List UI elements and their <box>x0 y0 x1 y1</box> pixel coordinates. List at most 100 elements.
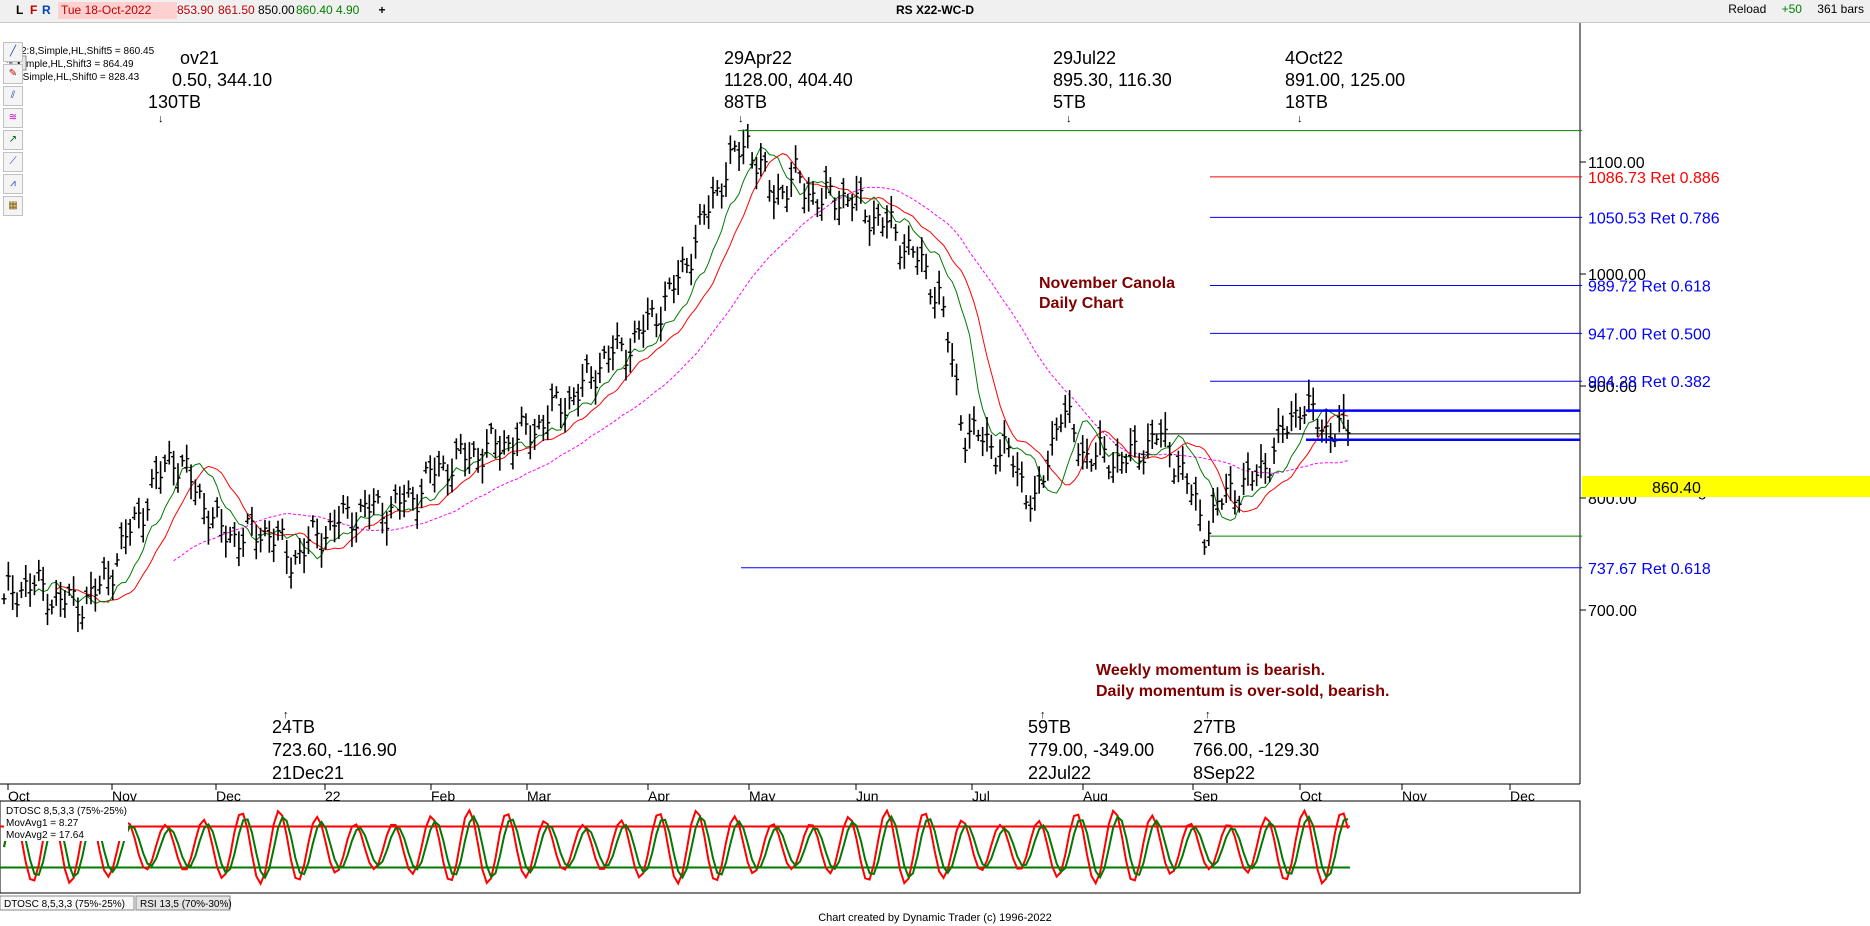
price-bar <box>366 494 372 530</box>
price-bar <box>166 440 172 465</box>
price-bar <box>284 540 290 575</box>
swing-label-5-date: 21Dec21 <box>272 763 344 783</box>
price-bar <box>179 454 185 467</box>
price-bar <box>945 332 951 353</box>
price-bar <box>1254 464 1260 487</box>
price-bar <box>1010 455 1016 478</box>
price-bar <box>553 386 559 399</box>
reload-button[interactable]: Reload <box>1728 2 1767 16</box>
price-bar <box>192 479 198 506</box>
fan-tool-icon[interactable]: ⩘ <box>3 174 23 194</box>
price-bar <box>1114 438 1120 473</box>
tool-button-l[interactable]: L <box>16 3 24 17</box>
price-bar <box>940 296 946 318</box>
price-bar <box>536 414 542 430</box>
price-bar <box>758 143 764 177</box>
price-bar <box>1019 461 1025 493</box>
price-bar <box>458 433 464 455</box>
price-bar <box>1271 437 1277 465</box>
price-bar <box>258 527 264 553</box>
price-bar <box>880 217 886 237</box>
pencil-tool-icon[interactable]: ✎ <box>3 64 23 84</box>
price-bar <box>1197 499 1203 532</box>
projection-tool-icon[interactable]: ⫽ <box>3 86 23 106</box>
price-bar <box>79 605 85 630</box>
price-bar <box>288 557 294 589</box>
price-bar <box>384 511 390 546</box>
retracement-tool-icon[interactable]: ⟋ <box>3 152 23 172</box>
price-bar <box>271 528 277 563</box>
ma1-legend: MA2:8,Simple,HL,Shift5 = 860.45 <box>6 46 155 57</box>
price-bar <box>588 366 594 389</box>
price-bar <box>1 593 7 605</box>
x-tick-label: Feb <box>431 788 455 804</box>
price-bar <box>636 320 642 340</box>
add-icon[interactable]: + <box>378 3 386 17</box>
tool-button-r[interactable]: R <box>42 3 51 17</box>
price-bar <box>701 204 707 225</box>
price-bar <box>871 200 877 235</box>
structure-lines <box>738 130 1582 537</box>
price-bar <box>5 561 11 591</box>
price-bar <box>266 520 272 553</box>
price-bar <box>397 486 403 520</box>
price-bar <box>640 314 646 348</box>
ma-8-line <box>55 153 1349 603</box>
x-tick-label: 22 <box>325 788 341 804</box>
swing-arrow-down-icon: ↓ <box>1297 113 1303 125</box>
swing-label-3-date: 29Jul22 <box>1053 48 1116 68</box>
ma2-legend: :5,Simple,HL,Shift3 = 864.49 <box>6 59 134 70</box>
price-bar <box>453 438 459 460</box>
price-bar <box>253 524 259 560</box>
price-bar <box>793 145 799 173</box>
price-bar <box>406 480 412 498</box>
price-bar <box>527 425 533 460</box>
price-bar <box>819 188 825 221</box>
x-tick-label: Aug <box>1083 788 1108 804</box>
price-bar <box>66 583 72 596</box>
price-bar <box>971 406 977 435</box>
price-bar <box>197 483 203 499</box>
price-bar <box>1184 473 1190 494</box>
y-tick-label: 1000.00 <box>1588 267 1646 284</box>
price-bar <box>1145 423 1151 459</box>
price-bar <box>375 489 381 504</box>
price-bar <box>1132 425 1138 458</box>
price-bar <box>1097 420 1103 456</box>
tab-dtosc[interactable] <box>0 895 135 911</box>
price-bar <box>558 398 564 428</box>
price-bar <box>932 286 938 319</box>
grid-tool-icon[interactable]: ▦ <box>3 196 23 216</box>
price-bar <box>593 370 599 405</box>
swing-label-1-date: ov21 <box>180 48 219 68</box>
price-bar <box>262 520 268 537</box>
price-bar <box>123 519 129 555</box>
price-bar <box>423 461 429 474</box>
alt-projection-icon[interactable]: ↗ <box>3 130 23 150</box>
line-tool-icon[interactable]: ╱ <box>3 42 23 62</box>
tool-button-f[interactable]: F <box>30 3 38 17</box>
price-bar <box>1084 438 1090 469</box>
price-bar <box>149 469 155 488</box>
tab-rsi[interactable] <box>135 895 231 911</box>
price-bar <box>867 215 873 246</box>
price-bar <box>666 277 672 290</box>
price-bar <box>1045 450 1051 481</box>
x-tick-label: Oct <box>8 788 30 804</box>
band-tool-icon[interactable]: ≋ <box>3 108 23 128</box>
swing-label-6-tb: 59TB <box>1028 717 1071 737</box>
price-bar <box>562 397 568 433</box>
price-bar <box>10 575 16 610</box>
reload-increment[interactable]: +50 <box>1781 2 1802 16</box>
price-bar <box>1014 452 1020 487</box>
y-tick-label: 900.00 <box>1588 379 1637 396</box>
price-bar <box>849 194 855 222</box>
retracement-label-5: 737.67 Ret 0.618 <box>1588 561 1711 578</box>
price-bar <box>49 599 55 615</box>
price-bar <box>218 509 224 543</box>
price-bar <box>1136 452 1142 470</box>
price-bar <box>823 165 829 199</box>
price-bar <box>1241 462 1247 496</box>
price-bar <box>1162 412 1168 447</box>
